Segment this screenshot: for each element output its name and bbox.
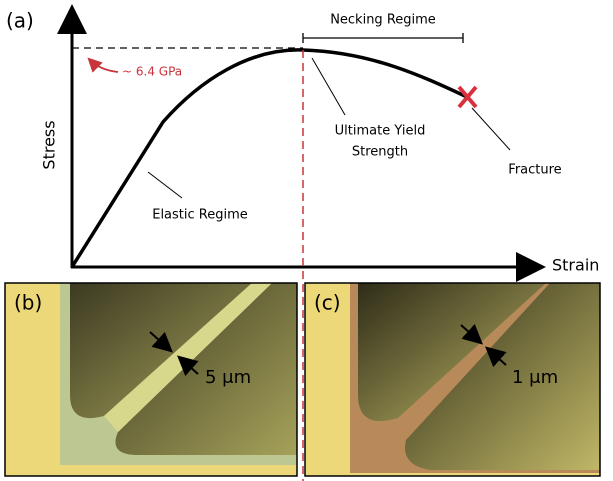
ultimate-label: Strength <box>352 145 408 160</box>
ultimate-label: Ultimate Yield <box>335 124 426 139</box>
width-label: 5 μm <box>205 367 251 388</box>
elastic-label: Elastic Regime <box>152 208 248 223</box>
fracture-label: Fracture <box>508 163 561 178</box>
yield-value: ~ 6.4 GPa <box>122 65 182 79</box>
necking-bracket <box>303 33 463 43</box>
leader-line <box>312 58 345 115</box>
y-axis-label: Stress <box>40 120 59 169</box>
panel-label: (a) <box>6 9 34 33</box>
necking-label: Necking Regime <box>330 13 436 28</box>
fracture-mark <box>459 87 476 107</box>
red-arrow <box>90 60 118 72</box>
leader-line <box>148 172 182 198</box>
leader-line <box>472 108 510 150</box>
panel-label: (b) <box>14 291 42 315</box>
width-label: 1 μm <box>512 367 558 388</box>
micrograph-b <box>5 283 297 476</box>
x-axis-label: Strain <box>552 256 599 275</box>
figure: (a) Strain Stress Necking Regime ~ 6.4 G… <box>0 0 613 481</box>
panel-label: (c) <box>314 291 341 315</box>
